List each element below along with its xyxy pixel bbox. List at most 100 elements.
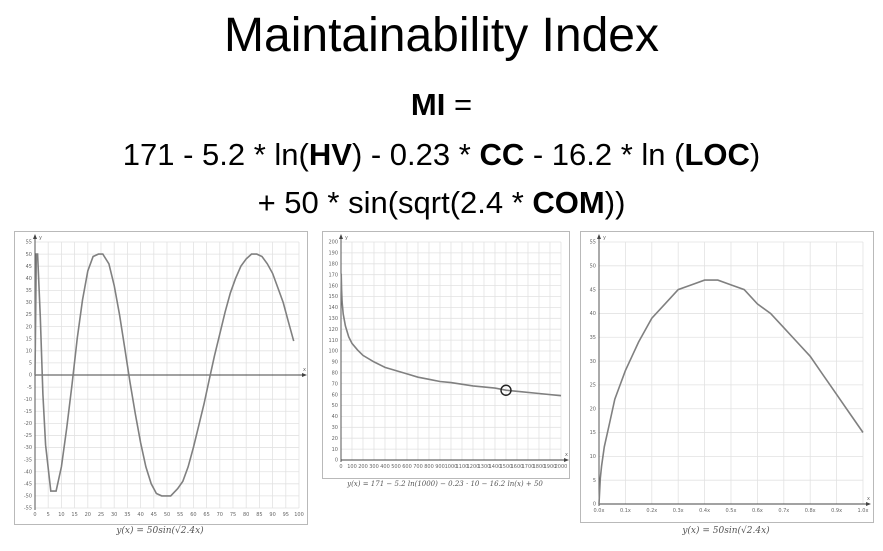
x-tick-label: 0 [33,512,36,518]
y-tick-label: 45 [590,287,596,293]
y-tick-label: 30 [590,359,596,365]
y-tick-label: 10 [332,447,338,453]
y-tick-label: 20 [26,324,32,330]
y-tick-label: 5 [29,361,32,367]
x-tick-label: 100 [294,512,304,518]
y-tick-label: 40 [332,414,338,420]
x-tick-label: 1200 [467,464,480,470]
mi-term: MI [410,87,446,122]
y-tick-label: 200 [328,240,338,246]
y-tick-label: -45 [24,482,32,488]
formula-line-1: MI = [0,86,883,124]
y-tick-label: 50 [590,264,596,270]
y-tick-label: 130 [328,316,338,322]
y-tick-label: 35 [590,335,596,341]
sin-chart-panel: y x 0 5 10 15 20 25 30 35 40 45 50 55 60 65 70 75 80 85 90 95… [14,231,308,525]
x-tick-label: 1300 [478,464,491,470]
x-tick-label: 35 [124,512,130,518]
x-tick-label: 0.2x [646,508,657,514]
y-tick-label: 50 [26,252,32,258]
equals-sign: = [445,87,473,122]
x-tick-label: 20 [85,512,91,518]
x-tick-label: 0.3x [673,508,684,514]
x-tick-label: 400 [380,464,390,470]
y-tick-label: 10 [590,454,596,460]
formula-line-2: 171 - 5.2 * ln(HV) - 0.23 * CC - 16.2 * … [0,136,883,174]
x-tick-label: 100 [347,464,357,470]
x-tick-label: 90 [269,512,275,518]
y-tick-label: 40 [26,276,32,282]
x-tick-label: 1.0x [858,508,869,514]
x-tick-label: 1800 [533,464,546,470]
highlight-marker [500,384,512,396]
y-tick-label: 0 [335,458,338,464]
formula-text: 171 - 5.2 * ln( [122,137,309,172]
x-tick-label: 45 [151,512,157,518]
y-tick-label: 0 [593,502,596,508]
y-tick-label: -50 [24,494,32,500]
x-tick-label: 10 [58,512,64,518]
x-tick-label: 900 [435,464,445,470]
x-tick-label: 1000 [445,464,458,470]
x-tick-label: 700 [413,464,423,470]
y-tick-label: 15 [590,430,596,436]
y-tick-label: 180 [328,262,338,268]
y-tick-label: -30 [24,445,32,451]
formula-text: ) [749,137,761,172]
x-tick-label: 1500 [500,464,513,470]
x-tick-label: 0.8x [805,508,816,514]
x-tick-label: 15 [71,512,77,518]
sin-zoom-chart-panel: y x 0.0x 0.1x 0.2x 0.3x 0.4x 0.5x 0.6x 0.7x 0.8x 0.… [580,231,874,523]
series-line [340,273,562,397]
x-tick-label: 30 [111,512,117,518]
y-axis-arrow [33,234,37,239]
y-tick-label: 170 [328,272,338,278]
ln-chart-caption: y(x) = 171 − 5.2 ln(1000) − 0.23 · 10 − … [347,480,543,488]
y-tick-label: 160 [328,283,338,289]
x-tick-label: 25 [98,512,104,518]
hv-term: HV [308,137,352,172]
sin-zoom-chart: y x 0.0x 0.1x 0.2x 0.3x 0.4x 0.5x 0.6x 0.7x 0.8x 0.… [590,234,871,514]
x-tick-label: 1400 [489,464,502,470]
y-axis-label: y [603,235,606,241]
formula-line-3: + 50 * sin(sqrt(2.4 * COM)) [0,184,883,222]
y-tick-label: 150 [328,294,338,300]
y-tick-label: 110 [328,338,338,344]
formula-text: ) - 0.23 * [351,137,480,172]
x-axis-arrow [866,502,871,506]
x-tick-label: 40 [137,512,143,518]
y-axis-arrow [597,234,601,239]
com-term: COM [532,185,605,220]
y-tick-label: -25 [24,433,32,439]
y-tick-label: 120 [328,327,338,333]
y-tick-label: -40 [24,469,32,475]
sin-zoom-chart-caption: y(x) = 50sin(√2.4x) [682,526,770,536]
y-tick-label: -20 [24,421,32,427]
series-line [34,253,295,497]
y-tick-label: 80 [332,371,338,377]
x-tick-label: 300 [369,464,379,470]
y-tick-label: 50 [332,403,338,409]
x-tick-label: 0.7x [778,508,789,514]
y-axis-arrow [339,234,343,239]
x-tick-label: 75 [230,512,236,518]
ln-chart: yx0 100 200 300 400 500 600 700 800 900 1000110012… [328,234,569,470]
x-tick-label: 0.1x [620,508,631,514]
x-tick-label: 1700 [522,464,535,470]
x-tick-label: 200 [358,464,368,470]
loc-term: LOC [684,137,750,172]
y-tick-label: 190 [328,251,338,257]
y-tick-label: -10 [24,397,32,403]
sin-chart: yx0 5 10 15 20 25 30 35 40 45 50 55 60 65 70 75 80 85 90 95… [24,234,307,518]
y-tick-label: 55 [26,240,32,246]
x-tick-label: 1600 [511,464,524,470]
x-axis-arrow [564,458,569,462]
x-tick-label: 70 [217,512,223,518]
y-tick-label: 20 [332,436,338,442]
x-tick-label: 1900 [544,464,557,470]
x-tick-label: 55 [177,512,183,518]
chart-grid [598,241,864,505]
x-tick-label: 1100 [456,464,469,470]
x-axis-label: x [867,496,870,502]
y-tick-label: 5 [593,478,596,484]
